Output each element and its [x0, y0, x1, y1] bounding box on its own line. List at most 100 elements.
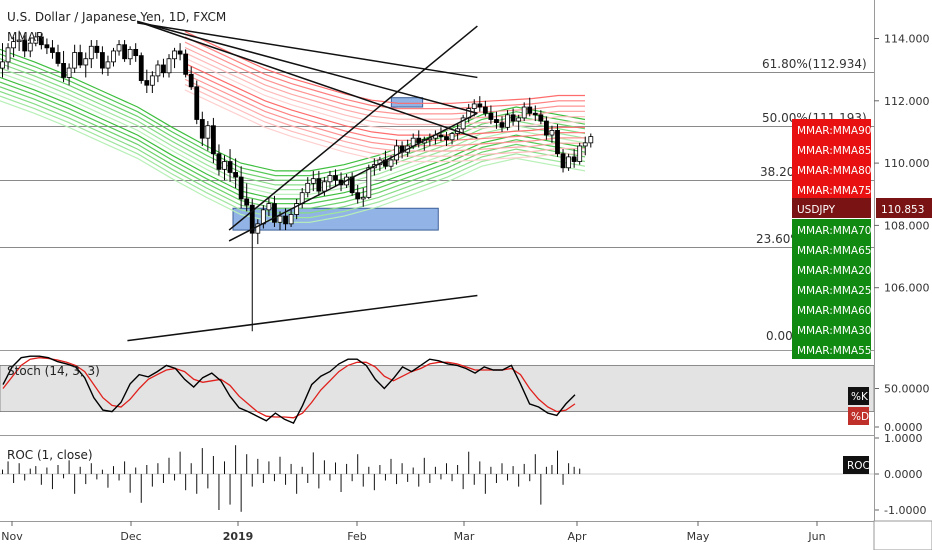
axis-label-text: MMAR:MMA65	[797, 245, 871, 257]
candle-body	[333, 175, 338, 181]
candle-body	[216, 153, 222, 170]
candle-body	[94, 45, 100, 53]
candle-body	[494, 119, 499, 124]
candle-body	[133, 49, 139, 57]
candle-body	[316, 178, 322, 192]
ribbon-line-red	[184, 68, 585, 141]
roc-tick-label: 1.0000	[884, 432, 923, 445]
axis-label-text: MMAR:MMA75	[797, 185, 871, 197]
axis-label-bg	[792, 299, 871, 319]
axis-label-text: USDJPY	[797, 204, 836, 216]
axis-label: MMAR:MMA25	[792, 279, 871, 299]
axis-label-bg	[792, 159, 871, 179]
candle-body	[105, 61, 111, 69]
trendlines[interactable]	[127, 20, 478, 342]
candle-body	[460, 117, 466, 130]
candle-body	[183, 53, 189, 75]
axis-label-bg	[792, 219, 871, 239]
candle-body	[205, 125, 211, 139]
ribbon-line-green	[0, 67, 586, 191]
candle-body	[77, 52, 83, 66]
candle-body	[327, 175, 333, 183]
axis-label: MMAR:MMA75	[792, 179, 871, 199]
stoch-k-line	[2, 355, 576, 424]
candle-body	[260, 209, 266, 225]
candle-body	[5, 47, 11, 63]
candle-body	[277, 215, 283, 223]
axis-label-text: MMAR:MMA90	[797, 125, 871, 137]
axis-label: MMAR:MMA70	[792, 219, 871, 239]
candle-body	[283, 215, 288, 225]
candle-body	[449, 133, 455, 141]
trendline[interactable]	[228, 25, 478, 231]
candle-body	[177, 50, 183, 55]
candle-body	[310, 178, 316, 184]
candle-body	[66, 67, 72, 78]
chart-title: U.S. Dollar / Japanese Yen, 1D, FXCM	[7, 10, 226, 24]
candle-body	[538, 114, 544, 122]
axis-label: MMAR:MMA60	[792, 299, 871, 319]
axis-corner[interactable]	[873, 520, 932, 550]
candle-body	[549, 129, 555, 136]
candle-body	[477, 103, 483, 108]
candle-body	[44, 44, 50, 49]
axis-label-text: MMAR:MMA85	[797, 145, 871, 157]
candle-body	[444, 136, 449, 141]
candle-body	[111, 50, 116, 63]
candle-body	[294, 203, 300, 215]
candle-body	[305, 182, 311, 194]
candle-body	[100, 52, 105, 69]
trendline[interactable]	[228, 112, 478, 242]
candle-body	[199, 119, 205, 139]
trendline[interactable]	[136, 20, 478, 139]
candle-body	[61, 63, 66, 78]
candle-body	[566, 156, 571, 169]
candle-body	[161, 64, 166, 74]
y-tick-label: 112.000	[884, 95, 930, 108]
axis-label: MMAR:MMA30	[792, 319, 871, 339]
candle-body	[11, 41, 17, 49]
candle-body	[571, 156, 577, 162]
candle-body	[33, 36, 39, 44]
zone-rect[interactable]	[390, 97, 424, 108]
axis-label-text: MMAR:MMA25	[797, 285, 871, 297]
trendline[interactable]	[137, 22, 478, 79]
x-tick-label: Apr	[567, 530, 587, 543]
axis-label: MMAR:MMA20	[792, 259, 871, 279]
candle-body	[233, 172, 239, 178]
ribbon-line-green	[0, 81, 586, 205]
y-tick-label: 106.000	[884, 282, 930, 295]
candle-body	[238, 176, 244, 200]
roc-badge-text: ROC	[847, 460, 870, 472]
axis-label-bg	[792, 198, 871, 218]
y-tick-label: 108.000	[884, 219, 930, 232]
stoch-k-badge-text: %K	[851, 391, 869, 403]
roc-label: ROC (1, close)	[7, 448, 93, 462]
axis-label-text: MMAR:MMA20	[797, 265, 871, 277]
axis-label: USDJPY	[792, 198, 871, 218]
candle-body	[510, 114, 516, 122]
candle-body	[244, 198, 250, 206]
time-axis[interactable]: Nov Dec 2019 Feb Mar Apr May Jun	[1, 521, 826, 543]
axis-label-bg	[876, 198, 932, 218]
candle-body	[471, 103, 477, 109]
trendline[interactable]	[137, 20, 478, 114]
candle-body	[210, 125, 216, 155]
trendline[interactable]	[127, 294, 478, 342]
candle-body	[555, 129, 560, 155]
ribbon-line-red	[184, 62, 585, 136]
candle-body	[577, 145, 583, 162]
candle-body	[366, 167, 372, 198]
candle-body	[560, 153, 566, 169]
axis-label-bg	[792, 139, 871, 159]
axis-label-text: MMAR:MMA60	[797, 305, 871, 317]
x-tick-label: Jun	[807, 530, 825, 543]
axis-label-text: MMAR:MMA30	[797, 325, 871, 337]
axis-label: 110.853	[876, 198, 932, 218]
price-axis[interactable]: 114.000 112.000 110.000 108.000 106.000	[874, 33, 930, 295]
candle-body	[582, 142, 588, 147]
axis-label-bg	[792, 179, 871, 199]
candle-body	[83, 58, 89, 66]
ribbon-line-red	[184, 78, 585, 152]
